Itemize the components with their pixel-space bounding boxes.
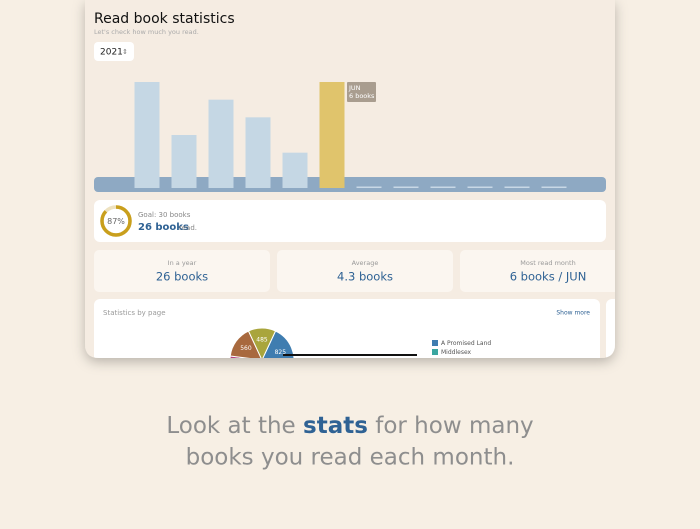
goal-suffix: read. [179, 224, 197, 232]
legend-swatch [432, 340, 438, 346]
legend-label: Middlesex [441, 349, 472, 356]
app: Read book statistics Let's check how muc… [94, 11, 615, 392]
stat-card [460, 250, 615, 292]
bar [467, 186, 493, 188]
stat-label: Average [352, 259, 379, 267]
goal-percent: 87% [107, 217, 125, 226]
pie: 825 1000 622 560 485 [229, 327, 295, 392]
goal-text: Goal: 30 books [138, 211, 191, 219]
bar [319, 82, 345, 188]
tooltip [347, 82, 376, 102]
pie-label: 1000 [261, 375, 276, 382]
stat-card [94, 250, 270, 292]
bar [504, 186, 530, 188]
pie-label: 825 [275, 349, 287, 356]
page-card [94, 299, 600, 358]
caption: Look at the stats for how many [166, 413, 533, 439]
caption-highlight: stats [303, 413, 368, 439]
pie-label: 485 [256, 337, 268, 344]
title: Read book statistics [94, 11, 235, 27]
stat-label: In a year [168, 259, 197, 267]
pie-slice [261, 330, 295, 358]
year-select[interactable] [94, 42, 134, 61]
bar [245, 117, 271, 188]
stats: In a year 26 books Average 4.3 books Most re… [94, 250, 615, 292]
bar [208, 99, 234, 188]
goal-ring [100, 205, 132, 237]
stat-value: 6 books / JUN [510, 270, 587, 284]
bar [393, 186, 419, 188]
show-more[interactable]: Show more [556, 310, 590, 317]
next-card [606, 299, 615, 358]
stat-value: 4.3 books [337, 270, 393, 284]
chart-track [94, 177, 606, 192]
year: 2021 [100, 48, 123, 58]
subtitle: Let's check how much you read. [94, 28, 199, 36]
pie-slice [245, 360, 293, 392]
legend-swatch [432, 349, 438, 355]
goal-card [94, 200, 606, 242]
select-icon: ⇕ [122, 48, 128, 56]
pie-label: 622 [238, 365, 250, 372]
caption-text: for how many [375, 413, 533, 439]
bar [171, 135, 197, 188]
bar [541, 186, 567, 188]
page-title: Statistics by page [103, 309, 166, 317]
bar [430, 186, 456, 188]
stat-label: Most read month [520, 259, 575, 267]
caption-line: books you read each month. [186, 445, 515, 471]
pie-label: 560 [240, 345, 252, 352]
bar [134, 82, 160, 188]
tooltip-month: JUN [348, 84, 361, 92]
bar [282, 152, 308, 188]
caption-text: Look at the [166, 413, 295, 439]
goal-read: 26 books [138, 222, 189, 233]
pie-slice [247, 327, 277, 358]
pie-slice [229, 355, 263, 358]
legend-label: A Promised Land [441, 340, 491, 347]
stat-value: 26 books [156, 270, 208, 284]
legend-swatch [432, 358, 438, 364]
stat-card [277, 250, 453, 292]
bar [356, 186, 382, 188]
tooltip-label: 6 books [349, 92, 375, 100]
